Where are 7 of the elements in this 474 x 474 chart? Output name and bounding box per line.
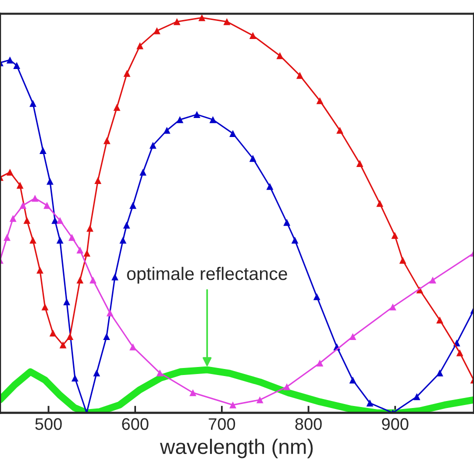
x-tick-label: 500 (35, 418, 62, 430)
x-tick-label: 900 (382, 418, 408, 430)
x-tick-label: 800 (295, 418, 322, 430)
annotation: optimale reflectance (127, 266, 288, 284)
x-tick-label: 700 (208, 418, 236, 430)
x-axis-title: wavelength (nm) (160, 438, 313, 458)
x-tick-label: 600 (122, 418, 148, 430)
